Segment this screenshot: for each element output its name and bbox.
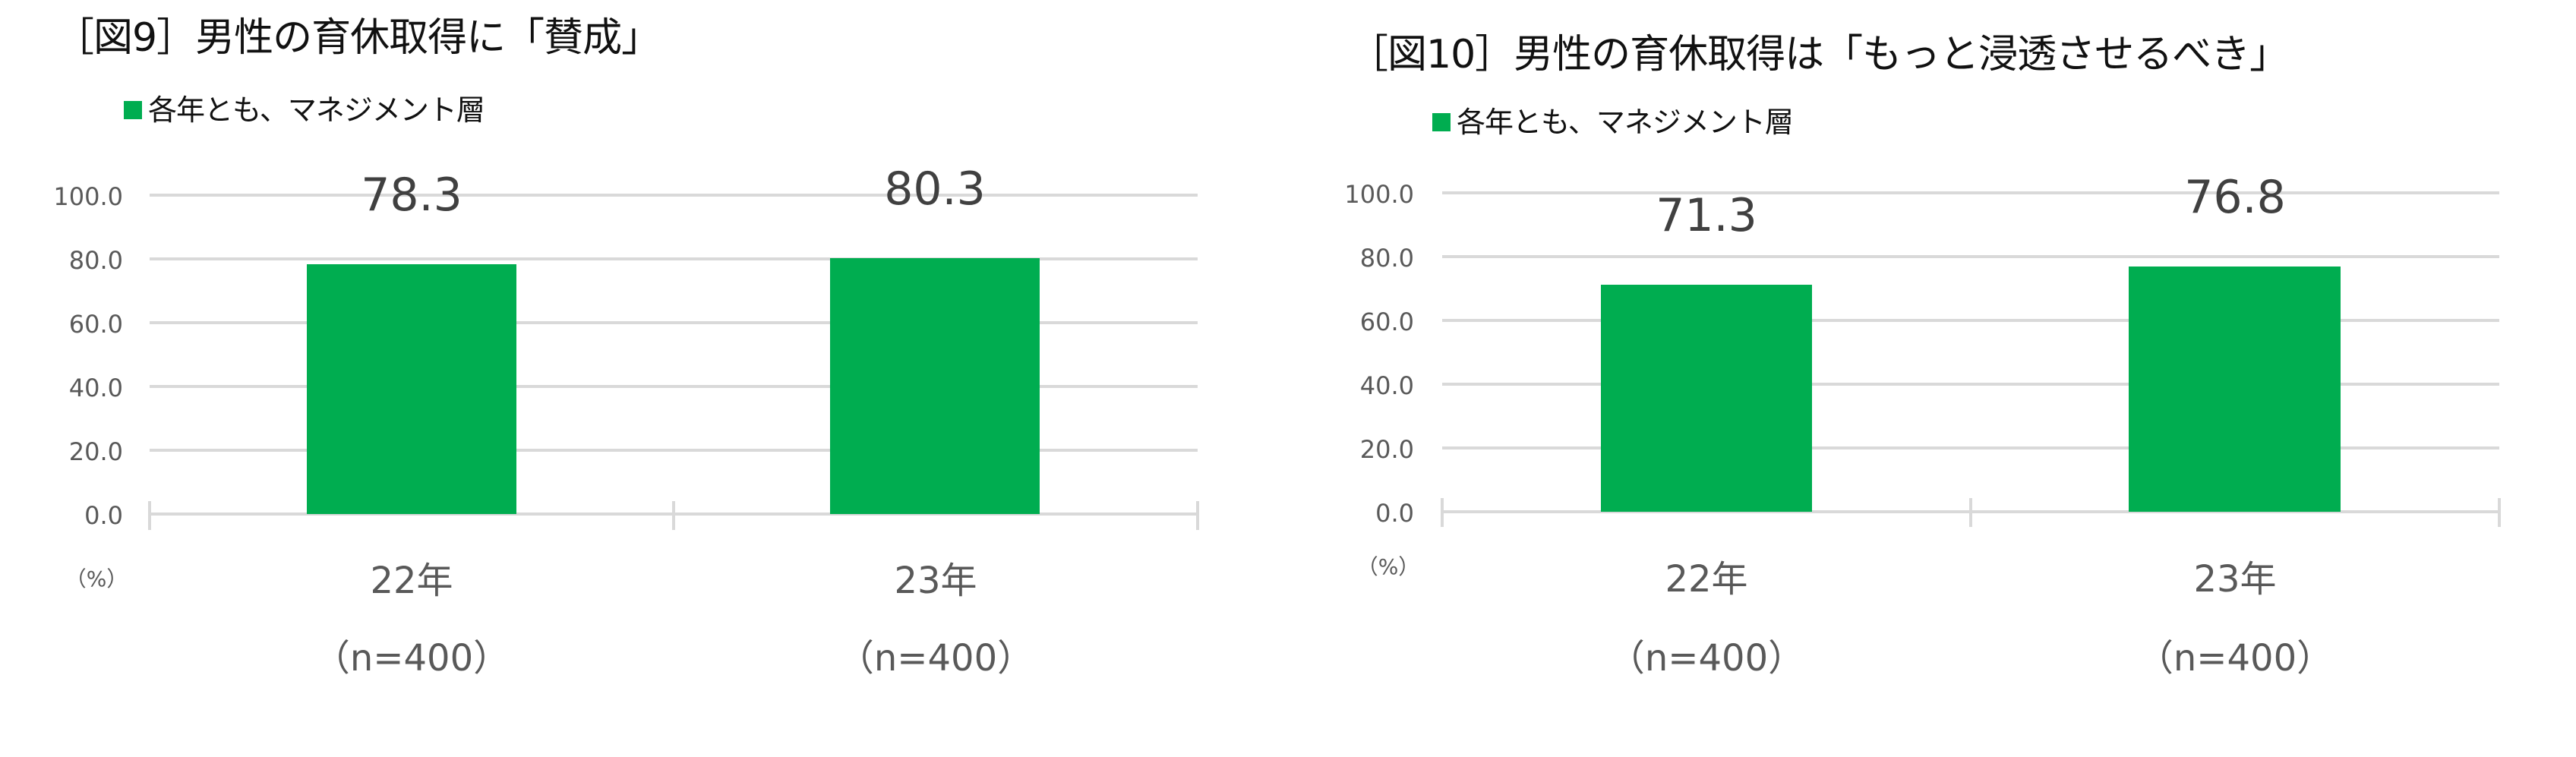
data-label: 76.8 [2184,171,2286,224]
y-tick-label: 60.0 [1359,308,1414,336]
x-axis-tick [148,501,151,530]
unit-label: （%） [1356,554,1420,579]
legend-label: 各年とも、マネジメント層 [148,93,485,127]
x-axis-tick [1969,498,1972,527]
y-tick-label: 0.0 [84,501,123,530]
y-tick-label: 100.0 [1344,180,1414,209]
x-axis-tick [2498,498,2501,527]
y-tick-label: 40.0 [1359,371,1414,400]
y-tick-label: 20.0 [68,437,123,466]
gridline [150,194,1198,197]
sample-size-label: （n=400） [2136,637,2334,680]
category-label: 23年 [2193,558,2277,601]
unit-label: （%） [65,566,128,591]
category-label: 23年 [894,560,977,602]
legend-swatch-icon [1432,113,1451,131]
gridline [150,449,1198,452]
legend: 各年とも、マネジメント層 [124,96,485,125]
gridline [1442,255,2499,258]
gridline [1442,383,2499,386]
category-label: 22年 [1665,558,1748,601]
gridline [150,257,1198,260]
sample-size-label: （n=400） [837,637,1034,680]
chart-fig9: ［図9］男性の育休取得に「賛成」 各年とも、マネジメント層 100.0 80.0… [53,15,1199,680]
data-label: 78.3 [361,169,462,222]
gridline [150,321,1198,324]
data-label: 80.3 [884,162,986,216]
data-label: 71.3 [1656,189,1757,242]
sample-size-label: （n=400） [1608,637,1805,680]
bar-22[interactable] [1601,285,1812,512]
x-axis-tick [1441,498,1444,527]
legend: 各年とも、マネジメント層 [1432,106,1794,139]
x-axis-tick [672,501,675,530]
gridline [150,385,1198,388]
legend-swatch-icon [124,101,142,119]
y-tick-label: 80.0 [1359,244,1414,273]
gridline [1442,446,2499,449]
y-tick-label: 0.0 [1375,499,1414,528]
bar-23[interactable] [830,258,1040,514]
chart-title: ［図10］男性の育休取得は「もっと浸透させるべき」 [1349,32,2289,77]
sample-size-label: （n=400） [313,637,510,680]
category-label: 22年 [370,560,453,602]
y-tick-label: 100.0 [53,182,123,211]
chart-title: ［図9］男性の育休取得に「賛成」 [55,15,661,61]
y-tick-label: 80.0 [68,246,123,275]
y-tick-label: 40.0 [68,374,123,402]
y-tick-label: 20.0 [1359,435,1414,464]
bar-23[interactable] [2129,267,2341,512]
legend-label: 各年とも、マネジメント層 [1457,106,1794,139]
bar-22[interactable] [307,264,516,514]
gridline [1442,319,2499,322]
y-tick-label: 60.0 [68,310,123,339]
x-axis-tick [1196,501,1199,530]
gridline [1442,191,2499,194]
